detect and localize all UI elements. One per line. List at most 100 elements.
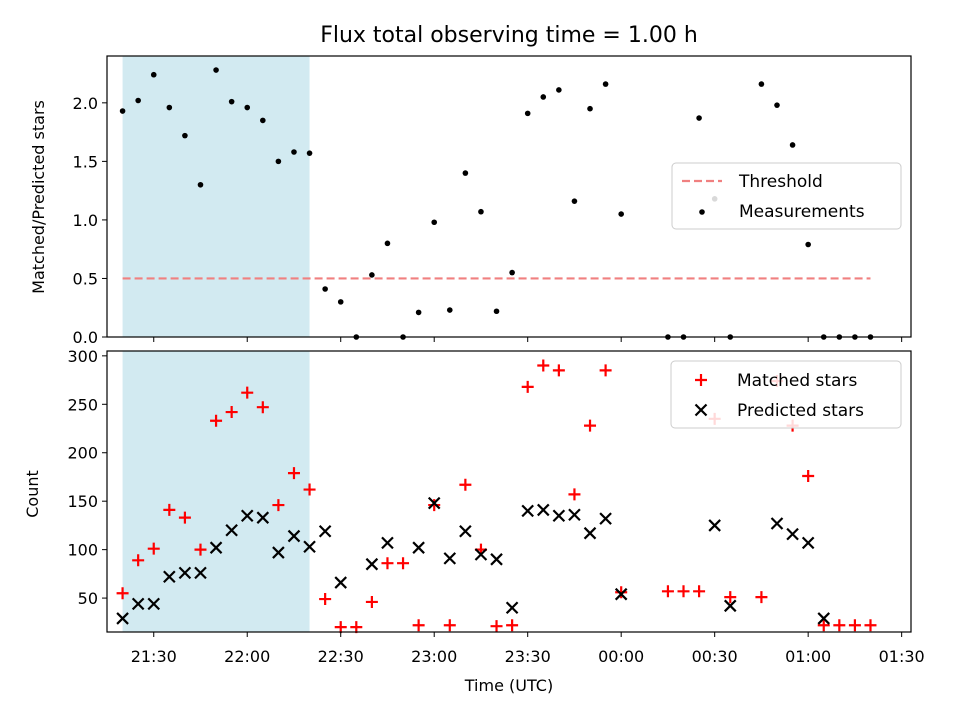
top-legend: Threshold Measurements: [671, 162, 902, 230]
matched-star-point: [225, 406, 238, 419]
predicted-star-point: [599, 512, 612, 525]
measurement-point: [337, 299, 344, 305]
matched-star-point: [802, 469, 815, 482]
measurement-point: [150, 71, 157, 78]
measurement-point: [322, 286, 328, 292]
measurement-point: [166, 104, 173, 111]
matched-star-point: [833, 619, 846, 632]
matched-star-point: [848, 619, 861, 632]
matched-star-point: [693, 585, 706, 598]
matched-star-point: [319, 593, 332, 606]
x-tick-label: 00:30: [692, 647, 738, 666]
matched-star-point: [272, 499, 285, 512]
measurement-point: [182, 132, 188, 139]
matched-star-point: [724, 591, 737, 604]
measurement-point: [758, 81, 765, 87]
bottom-axes-frame: [106, 350, 912, 633]
y-tick-label: 300: [67, 347, 98, 366]
x-tick-label: 23:30: [505, 647, 551, 666]
matched-star-point: [287, 467, 300, 480]
matched-star-point: [241, 386, 254, 399]
matched-star-point: [615, 586, 628, 599]
measurement-point: [789, 142, 796, 148]
predicted-star-point: [240, 509, 254, 523]
predicted-star-point: [194, 566, 207, 580]
matched-star-point: [428, 499, 441, 512]
y-tick-label: 100: [67, 541, 98, 560]
matched-star-point: [116, 587, 129, 600]
top-panel: 0.0 0.5 1.0 1.5 2.0 Threshold Measurements: [73, 55, 912, 347]
matched-star-point: [568, 488, 581, 501]
y-tick-label: 1.0: [73, 211, 98, 230]
matched-star-point: [256, 401, 269, 414]
predicted-star-point: [583, 526, 597, 540]
predicted-star-point: [552, 509, 566, 523]
predicted-star-point: [568, 508, 581, 522]
matched-star-point: [163, 503, 176, 516]
matched-star-point: [552, 364, 565, 377]
y-tick-label: 250: [67, 395, 98, 414]
y-tick-label: 150: [67, 492, 98, 511]
measurement-point: [135, 97, 141, 104]
measurement-point: [446, 307, 453, 313]
shaded-interval: [122, 351, 310, 632]
bottom-legend: Matched stars Predicted stars: [670, 360, 902, 429]
measurement-point: [805, 241, 811, 248]
predicted-star-point: [412, 541, 425, 554]
matched-star-point: [365, 595, 378, 608]
x-tick-label: 22:00: [224, 647, 270, 666]
predicted-star-point: [490, 553, 503, 566]
measurement-point: [213, 67, 219, 73]
legend-measurement-swatch: [699, 209, 705, 215]
predicted-star-point: [381, 536, 394, 550]
matched-star-point: [677, 585, 690, 598]
matched-star-point: [397, 557, 410, 570]
legend-predicted-label: Predicted stars: [737, 401, 864, 421]
predicted-star-point: [427, 496, 441, 510]
matched-star-point: [584, 419, 597, 432]
measurement-point: [260, 117, 266, 124]
measurement-point: [369, 272, 375, 278]
matched-star-point: [459, 478, 472, 491]
matched-star-point: [506, 619, 519, 632]
matched-star-point: [210, 414, 223, 427]
legend-box: [670, 360, 902, 429]
measurement-point: [119, 108, 126, 114]
matched-star-point: [537, 359, 550, 372]
matched-star-point: [334, 621, 347, 634]
matched-star-point: [443, 619, 456, 632]
predicted-star-point: [474, 548, 488, 561]
predicted-star-point: [505, 601, 519, 615]
matched-star-point: [132, 554, 145, 567]
predicted-star-point: [147, 597, 161, 611]
predicted-star-point: [801, 536, 815, 550]
measurement-point: [556, 87, 562, 93]
measurement-point: [275, 158, 282, 165]
legend-threshold-label: Threshold: [738, 172, 823, 192]
predicted-star-point: [708, 519, 721, 532]
predicted-star-point: [459, 524, 472, 538]
measurement-point: [618, 211, 624, 217]
predicted-star-point: [225, 523, 238, 537]
matched-star-point: [755, 591, 768, 604]
matched-star-point: [599, 364, 612, 377]
measurement-point: [509, 269, 515, 276]
shaded-interval: [122, 56, 310, 337]
predicted-star-point: [256, 511, 270, 524]
predicted-star-point: [614, 587, 628, 601]
matched-star-point: [178, 511, 191, 524]
matched-star-point: [521, 380, 534, 393]
legend-predicted-swatch: [694, 403, 708, 417]
measurement-point: [524, 110, 531, 117]
legend-matched-swatch: [695, 374, 707, 386]
y-tick-label: 200: [67, 444, 98, 463]
measurement-point: [228, 98, 235, 105]
measurement-point: [462, 170, 469, 176]
measurement-point: [540, 94, 547, 100]
predicted-star-point: [318, 524, 332, 538]
x-tick-label: 01:30: [879, 647, 925, 666]
measurement-point: [696, 115, 702, 121]
measurement-point: [774, 102, 780, 108]
x-tick-label: 22:30: [318, 647, 364, 666]
predicted-star-point: [272, 546, 285, 559]
